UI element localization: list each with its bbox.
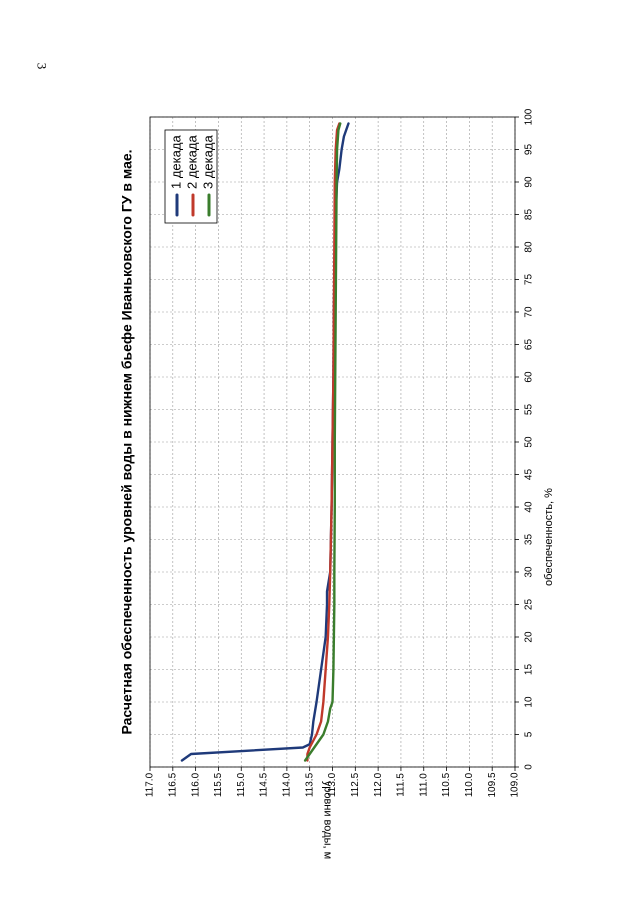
y-tick-label: 115.5 [213, 772, 224, 797]
x-tick-label: 95 [524, 144, 535, 156]
x-tick-label: 65 [524, 339, 535, 351]
x-tick-label: 55 [524, 404, 535, 416]
x-tick-label: 30 [524, 566, 535, 578]
x-tick-label: 35 [524, 534, 535, 546]
x-axis-title: обеспеченность, % [543, 488, 555, 586]
plot-area: 0 5 10 15 20 25 30 35 40 45 50 55 60 65 70 75 80 85 90 95 10… [119, 108, 555, 859]
legend-label-1: 1 декада [168, 135, 183, 189]
series-line-3 [303, 122, 342, 762]
y-tick-label: 116.0 [190, 772, 201, 797]
y-tick-label: 114.5 [259, 772, 270, 797]
series-line-2 [306, 122, 341, 762]
y-axis-title: уровни воды, м [322, 781, 334, 859]
legend-label-3: 3 декада [200, 135, 215, 189]
chart-title: Расчетная обеспеченность уровней воды в … [119, 149, 135, 734]
x-tick-label: 70 [524, 306, 535, 318]
x-tick-label: 45 [524, 469, 535, 481]
x-tick-label: 50 [524, 436, 535, 448]
y-tick-label: 115.0 [236, 772, 247, 797]
x-tick-label: 90 [524, 176, 535, 188]
x-tick-label: 0 [524, 764, 535, 770]
y-tick-label: 113.0 [327, 772, 338, 797]
y-tick-label: 109.5 [487, 772, 498, 797]
x-tick-label: 15 [524, 664, 535, 676]
y-tick-label: 113.5 [304, 772, 315, 797]
y-tick-label: 110.0 [464, 772, 475, 797]
x-tick-label: 5 [524, 731, 535, 737]
legend-label-2: 2 декада [184, 135, 199, 189]
x-tick-label: 25 [524, 599, 535, 611]
x-tick-label: 40 [524, 501, 535, 513]
x-tick-label: 80 [524, 241, 535, 253]
x-tick-label: 60 [524, 371, 535, 383]
x-tick-label: 85 [524, 209, 535, 221]
y-tick-label: 117.0 [145, 772, 156, 797]
y-tick-label: 112.0 [373, 772, 384, 797]
x-tick-label: 75 [524, 274, 535, 286]
y-tick-label: 110.5 [441, 772, 452, 797]
x-tick-label: 20 [524, 631, 535, 643]
x-tick-label: 100 [524, 108, 535, 125]
y-tick-label: 109.0 [510, 772, 521, 797]
y-tick-label: 112.5 [350, 772, 361, 797]
x-tick-label: 10 [524, 696, 535, 708]
y-tick-label: 111.0 [418, 773, 429, 797]
y-tick-label: 111.5 [396, 773, 407, 797]
y-tick-label: 116.5 [167, 772, 178, 797]
y-tick-label: 114.0 [282, 772, 293, 797]
